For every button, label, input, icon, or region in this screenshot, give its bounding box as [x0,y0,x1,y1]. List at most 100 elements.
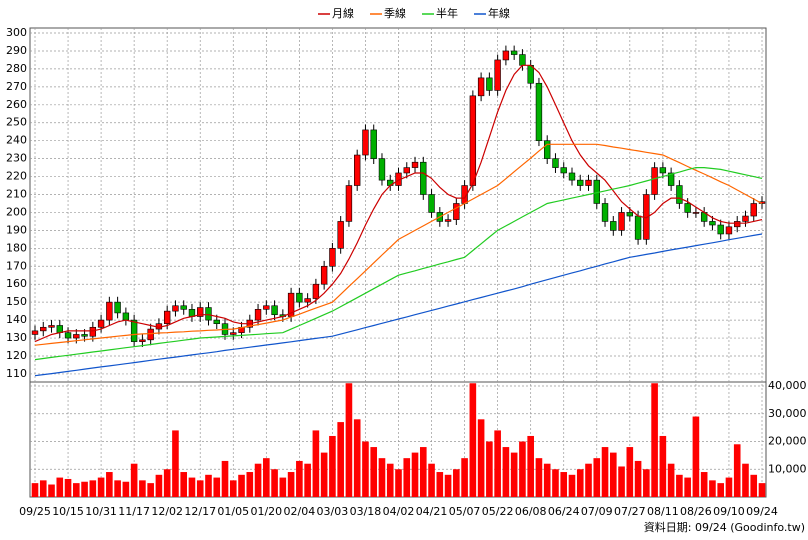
candle-body [230,332,237,335]
volume-bar [436,472,444,497]
y-tick-label: 240 [6,134,27,147]
candle-body [73,334,80,339]
candle-body [180,305,187,310]
x-tick-label: 03/18 [350,505,382,518]
volume-bar [287,472,295,497]
candle-body [147,328,154,341]
x-tick-label: 04/02 [383,505,415,518]
candle-body [659,167,667,174]
volume-bar [106,472,113,497]
volume-bar [31,483,39,497]
candle-body [444,219,452,222]
candle-body [544,140,551,159]
candle-body [31,330,39,335]
candle-body [263,305,270,310]
y-tick-label: 220 [6,170,27,183]
y2-tick-label: 30,000 [768,407,807,420]
y-tick-label: 270 [6,80,27,93]
candle-body [205,307,212,321]
x-tick-label: 09/24 [746,505,778,518]
candle-body [48,325,55,328]
candle-body [56,325,63,333]
volume-bar [395,469,402,497]
volume-bar [758,483,766,497]
x-tick-label: 05/07 [449,505,481,518]
volume-bar [196,480,204,497]
x-tick-label: 03/03 [317,505,349,518]
volume-bar [535,458,543,497]
volume-bar [684,477,691,497]
volume-bar [97,477,105,497]
y2-tick-label: 20,000 [768,435,807,448]
ma-line [34,167,763,361]
candle-body [734,221,741,228]
volume-bar [362,441,369,497]
volume-bar [263,458,270,497]
ma-line [34,64,763,343]
ma-line [34,233,763,377]
volume-bar [403,458,411,497]
candle-body [552,158,559,168]
y2-tick-label: 40,000 [768,379,807,392]
volume-bar [750,474,758,497]
candle-body [577,179,584,186]
candle-body [114,301,121,314]
volume-bar [172,430,179,497]
candle-body [97,319,105,328]
volume-bar [139,480,146,497]
legend-label: 季線 [384,6,406,20]
candle-body [106,301,113,321]
candle-body [411,161,419,168]
candle-body [725,226,733,235]
candle-body [122,312,130,321]
ma-line [34,143,763,346]
volume-bar [56,477,64,497]
legend-label: 年線 [488,6,510,20]
x-tick-label: 08/26 [680,505,712,518]
x-tick-label: 09/25 [19,505,51,518]
volume-bar [510,452,518,497]
candle-body [568,172,576,181]
volume-bar [205,474,212,497]
volume-bar [560,472,568,497]
volume-bar [634,460,642,497]
candle-body [320,265,328,285]
candle-body [139,339,146,342]
candle-body [676,185,683,204]
volume-bar [527,435,534,497]
volume-bar [213,477,221,497]
candle-body [312,283,320,299]
y-tick-label: 140 [6,313,27,326]
candle-body [477,77,485,97]
y-tick-label: 210 [6,188,27,201]
candle-body [453,203,460,220]
candle-body [370,129,377,159]
volume-bar [337,422,344,497]
y-tick-label: 190 [6,223,27,236]
volume-bar [238,474,245,497]
x-tick-label: 10/31 [85,505,117,518]
volume-bar [320,452,328,497]
y-tick-label: 260 [6,98,27,111]
volume-bar [519,441,526,497]
candle-body [610,221,617,231]
volume-bar [486,441,493,497]
volume-bar [147,483,154,497]
volume-bar [254,463,262,497]
candle-body [296,292,303,303]
candle-body [469,95,477,186]
candle-body [271,305,278,316]
volume-bar [304,463,311,497]
volume-bar [469,383,477,497]
candle-body [213,319,220,324]
volume-bar [444,474,452,497]
candle-body [634,215,642,240]
candle-body [519,54,526,66]
candle-body [403,167,410,174]
candle-body [684,203,691,213]
volume-bar [122,481,130,497]
y-tick-label: 120 [6,349,27,362]
volume-bar [81,481,88,497]
x-tick-label: 12/02 [151,505,183,518]
